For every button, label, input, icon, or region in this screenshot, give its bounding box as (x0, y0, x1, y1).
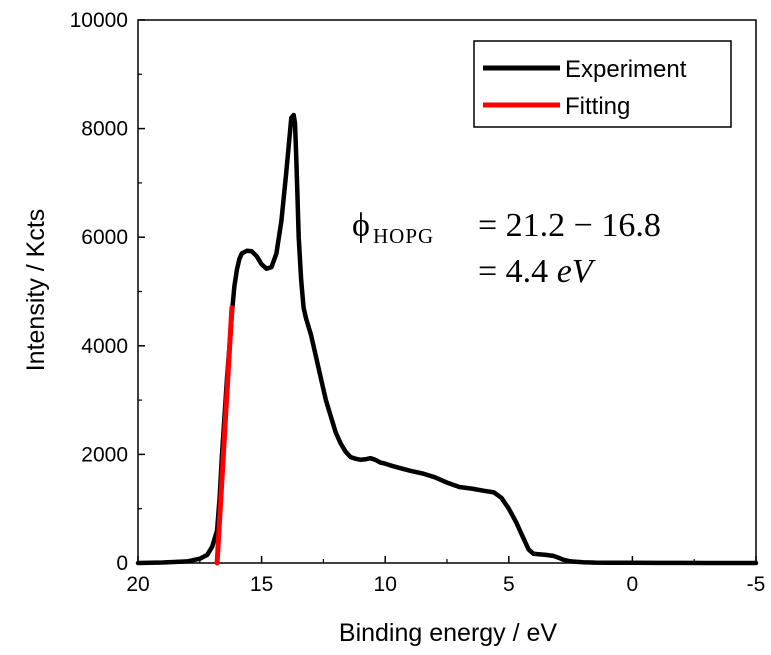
x-tick-label: 5 (503, 573, 515, 596)
y-tick-label: 4000 (81, 335, 128, 358)
legend-label-experiment: Experiment (565, 56, 687, 83)
x-axis-title: Binding energy / eV (339, 619, 558, 647)
equation-line2-value: = 4.4 (478, 253, 557, 290)
x-tick-label: 10 (374, 573, 397, 596)
legend-box (473, 40, 732, 128)
equation-line2: = 4.4 eV (478, 253, 597, 290)
y-axis-ticks: 0 2000 4000 6000 8000 10000 (70, 9, 145, 575)
x-tick-label: 15 (250, 573, 273, 596)
x-tick-label: 20 (126, 573, 149, 596)
x-tick-label: -5 (747, 573, 766, 596)
y-tick-label: 6000 (81, 226, 128, 249)
y-tick-label: 0 (116, 552, 128, 575)
equation-line2-unit: eV (557, 253, 597, 290)
y-tick-label: 8000 (81, 118, 128, 141)
equation-phi-symbol: ϕ (352, 207, 370, 244)
series-line-experiment (135, 112, 759, 566)
equation-subscript: HOPG (373, 224, 434, 248)
equation-line1: = 21.2 − 16.8 (478, 207, 661, 244)
legend: Experiment Fitting (473, 40, 732, 128)
series-line-fitting (214, 305, 235, 566)
y-tick-label: 10000 (70, 9, 128, 32)
work-function-equation: ϕ HOPG = 21.2 − 16.8 = 4.4 eV (352, 207, 661, 290)
series-layer (135, 112, 759, 566)
y-axis-title: Intensity / Kcts (22, 209, 50, 372)
y-tick-label: 2000 (81, 443, 128, 466)
x-tick-label: 0 (627, 573, 639, 596)
x-axis-ticks: 20 15 10 5 0 -5 (126, 556, 765, 596)
legend-label-fitting: Fitting (565, 93, 630, 120)
